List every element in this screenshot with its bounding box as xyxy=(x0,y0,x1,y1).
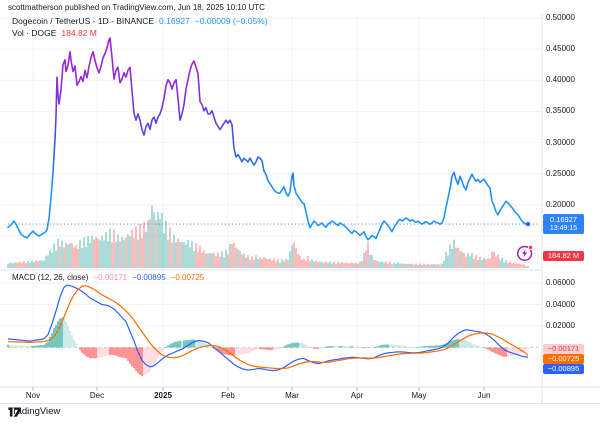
brand-name: TradingView xyxy=(8,406,61,417)
time-axis-label: Mar xyxy=(285,391,299,400)
volume-value: 184.82 M xyxy=(61,28,97,38)
time-axis-label: Nov xyxy=(25,391,41,400)
last-price-dot xyxy=(525,221,531,227)
time-axis-label: Jun xyxy=(477,391,491,400)
grid-lines xyxy=(0,16,542,386)
publish-header: scottmatherson published on TradingView.… xyxy=(8,3,265,12)
time-axis-label: Dec xyxy=(89,391,105,400)
last-price-badge: 0.16927 13:49:15 xyxy=(543,214,584,234)
macd-line xyxy=(7,284,529,372)
macd-legend-title: MACD (12, 26, close) xyxy=(12,273,89,282)
macd-histogram xyxy=(7,317,529,377)
last-price-badge-value: 0.16927 xyxy=(549,215,578,224)
time-axis-label: Feb xyxy=(221,391,235,400)
symbol-legend[interactable]: Dogecoin / TetherUS - 1D - BINANCE 0.1692… xyxy=(12,16,268,26)
boost-button[interactable] xyxy=(516,244,535,263)
price-tick-label: 0.40000 xyxy=(546,75,575,85)
legend-last-price: 0.16927 xyxy=(159,16,190,26)
legend-change: −0.00009 (−0.05%) xyxy=(194,16,268,26)
macd-tick-label: 0.02000 xyxy=(546,321,575,330)
price-tick-label: 0.50000 xyxy=(546,13,575,22)
price-tick-label: 0.35000 xyxy=(546,106,575,116)
price-line-series xyxy=(7,37,529,241)
price-tick-label: 0.20000 xyxy=(546,199,575,209)
price-tick-label: 0.30000 xyxy=(546,137,575,147)
volume-label: Vol · DOGE xyxy=(12,28,57,38)
pane-separators xyxy=(0,14,600,404)
macd-signal-badge: −0.00725 xyxy=(543,354,584,364)
time-axis-label: 2025 xyxy=(154,391,172,400)
macd-signal-line xyxy=(7,285,529,370)
time-axis-label: May xyxy=(411,391,427,400)
symbol-title: Dogecoin / TetherUS - 1D - BINANCE xyxy=(12,16,155,26)
volume-bars xyxy=(7,205,529,268)
macd-signal-value: −0.00725 xyxy=(170,273,205,282)
macd-line-value: −0.00895 xyxy=(132,273,166,282)
macd-tick-label: 0.06000 xyxy=(546,278,575,287)
price-tick-label: 0.25000 xyxy=(546,168,575,178)
lightning-boost-icon xyxy=(516,245,534,262)
volume-badge: 184.82 M xyxy=(543,251,584,261)
macd-hist-badge: −0.00171 xyxy=(543,344,584,354)
volume-legend[interactable]: Vol · DOGE 184.82 M xyxy=(12,28,97,38)
tradingview-logo-icon xyxy=(8,407,21,417)
time-axis-label: Apr xyxy=(350,391,364,400)
macd-tick-label: 0.04000 xyxy=(546,299,575,309)
footer-brand[interactable]: TradingView xyxy=(8,406,60,417)
macd-line-badge: −0.00895 xyxy=(543,364,584,374)
macd-hist-value: −0.00171 xyxy=(93,273,128,282)
price-tick-label: 0.45000 xyxy=(546,44,575,54)
macd-legend[interactable]: MACD (12, 26, close) −0.00171 −0.00895 −0.0… xyxy=(12,273,204,282)
bar-countdown: 13:49:15 xyxy=(549,224,578,232)
